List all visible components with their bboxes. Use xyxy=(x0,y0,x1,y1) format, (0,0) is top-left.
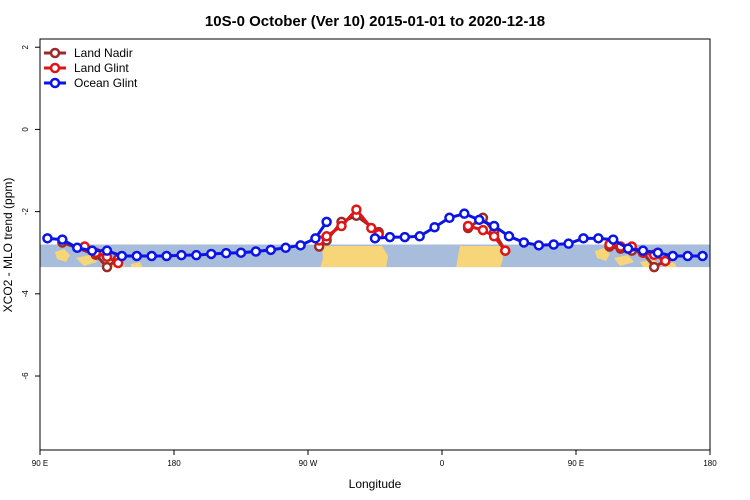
data-point-ocean-glint xyxy=(101,245,113,256)
data-point-ocean-glint xyxy=(310,233,321,244)
data-point-ocean-glint xyxy=(399,231,411,243)
data-point-land-glint xyxy=(336,220,347,232)
y-tick-label: -2 xyxy=(21,208,30,216)
x-tick-label: 90 E xyxy=(568,459,584,468)
x-tick-label: 90 E xyxy=(32,459,48,468)
data-point-ocean-glint xyxy=(682,250,693,262)
land-indonesia-east-2 xyxy=(614,255,634,266)
data-point-ocean-glint xyxy=(444,212,455,224)
data-point-land-glint xyxy=(462,220,474,232)
data-point-ocean-glint xyxy=(280,242,291,254)
data-point-ocean-glint xyxy=(652,247,664,258)
legend-label-land-nadir: Land Nadir xyxy=(74,46,133,60)
data-point-ocean-glint xyxy=(459,208,470,219)
data-point-ocean-glint xyxy=(235,247,247,258)
data-point-ocean-glint xyxy=(622,243,634,254)
legend-label-land-glint: Land Glint xyxy=(74,61,129,75)
data-point-ocean-glint xyxy=(607,234,619,245)
data-point-ocean-glint xyxy=(220,247,232,259)
data-point-ocean-glint xyxy=(176,249,187,261)
data-point-ocean-glint xyxy=(146,250,157,262)
data-point-land-glint xyxy=(321,231,332,242)
data-point-land-glint xyxy=(366,222,377,234)
data-point-ocean-glint xyxy=(191,249,202,261)
data-point-ocean-glint xyxy=(295,240,306,251)
x-tick-label: 180 xyxy=(703,459,717,468)
data-point-ocean-glint xyxy=(488,220,500,232)
data-point-ocean-glint xyxy=(578,233,589,244)
data-point-land-glint xyxy=(500,245,511,256)
data-point-ocean-glint xyxy=(563,238,574,249)
data-point-land-glint xyxy=(351,204,362,215)
data-point-ocean-glint xyxy=(161,250,172,262)
y-tick-label: -4 xyxy=(21,290,30,298)
data-point-ocean-glint xyxy=(429,221,440,233)
legend-label-ocean-glint: Ocean Glint xyxy=(74,76,138,90)
data-point-ocean-glint xyxy=(593,233,604,244)
x-tick-label: 0 xyxy=(440,459,445,468)
data-point-ocean-glint xyxy=(533,240,545,251)
land-indonesia-east-1 xyxy=(595,248,610,261)
data-point-ocean-glint xyxy=(503,231,515,242)
data-point-ocean-glint xyxy=(697,250,708,262)
data-point-ocean-glint xyxy=(518,237,530,248)
data-point-ocean-glint xyxy=(369,233,381,244)
series-ocean-glint xyxy=(42,208,708,262)
land-shapes xyxy=(55,246,677,268)
data-point-land-glint xyxy=(488,231,500,242)
data-point-ocean-glint xyxy=(637,245,649,256)
data-point-land-glint xyxy=(660,255,671,267)
data-point-ocean-glint xyxy=(116,250,128,262)
x-tick-label: 180 xyxy=(167,459,181,468)
y-tick-label: 2 xyxy=(21,44,30,49)
y-tick-label: -6 xyxy=(21,372,30,380)
data-point-ocean-glint xyxy=(205,248,217,260)
data-point-ocean-glint xyxy=(321,216,332,228)
data-point-ocean-glint xyxy=(265,244,277,256)
land-indonesia-east-4 xyxy=(666,262,677,268)
series-line-land-glint xyxy=(467,224,507,252)
y-axis-label: XCO2 - MLO trend (ppm) xyxy=(1,178,15,313)
data-point-ocean-glint xyxy=(86,245,98,256)
data-point-ocean-glint xyxy=(414,231,425,242)
data-point-land-glint xyxy=(477,224,489,236)
data-point-land-nadir xyxy=(101,261,113,273)
chart-title: 10S-0 October (Ver 10) 2015-01-01 to 202… xyxy=(205,13,545,30)
data-point-ocean-glint xyxy=(473,214,485,226)
data-point-ocean-glint xyxy=(131,250,143,262)
legend-marker-land-nadir xyxy=(49,47,61,59)
x-axis-label: Longitude xyxy=(349,477,402,491)
data-point-ocean-glint xyxy=(42,233,53,244)
plot-frame xyxy=(39,38,711,451)
plot-area: 90 E 180 90 W 0 90 E 180 2 0 -2 -4 -6 xyxy=(21,38,717,468)
data-point-ocean-glint xyxy=(57,234,68,245)
land-south-america xyxy=(320,246,388,268)
x-tick-label: 90 W xyxy=(299,459,318,468)
data-point-ocean-glint xyxy=(71,242,83,254)
data-point-ocean-glint xyxy=(250,246,262,257)
land-indonesia-west-4 xyxy=(131,262,143,268)
data-point-ocean-glint xyxy=(384,231,396,243)
data-point-land-nadir xyxy=(648,261,660,273)
legend-marker-ocean-glint xyxy=(49,77,61,89)
land-indonesia-west-1 xyxy=(55,249,70,262)
land-africa xyxy=(456,246,503,268)
legend-marker-land-glint xyxy=(49,62,61,74)
y-tick-label: 0 xyxy=(21,127,30,132)
data-point-ocean-glint xyxy=(667,250,679,262)
data-point-ocean-glint xyxy=(548,239,559,250)
